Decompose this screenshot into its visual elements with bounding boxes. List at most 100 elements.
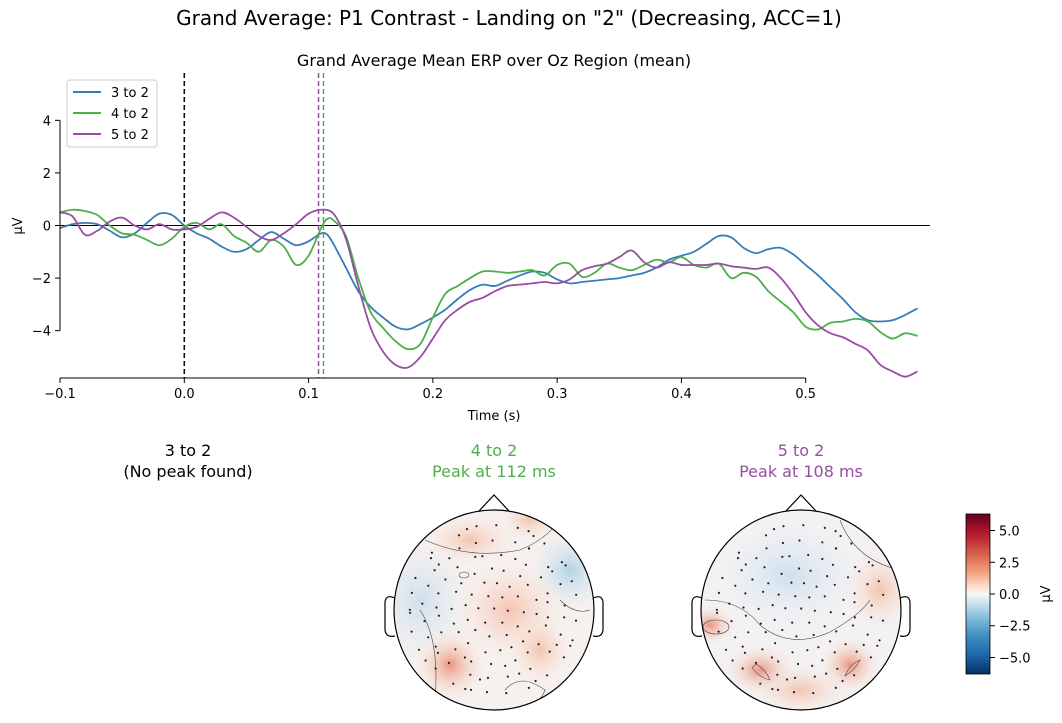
x-tick-label: 0.3 xyxy=(547,387,568,402)
electrode-dot xyxy=(527,547,531,550)
electrode-dot xyxy=(741,667,744,670)
electrode-dot xyxy=(829,640,832,643)
electrode-dot xyxy=(755,557,758,560)
electrode-dot xyxy=(467,642,470,645)
electrode-dot xyxy=(448,557,451,560)
electrode-dot xyxy=(747,631,750,634)
electrode-dot xyxy=(465,528,469,531)
electrode-dot xyxy=(767,582,770,585)
electrode-dot xyxy=(870,604,873,607)
topomap-titles: 3 to 2 (No peak found) 4 to 2 Peak at 11… xyxy=(123,441,863,481)
erp-legend: 3 to 2 4 to 2 5 to 2 xyxy=(66,79,158,148)
colorbar-label: µV xyxy=(1039,585,1054,602)
electrode-dot xyxy=(823,526,826,530)
electrode-dot xyxy=(728,602,731,605)
electrode-dot xyxy=(546,592,549,595)
electrode-dot xyxy=(785,678,789,681)
electrode-dot xyxy=(543,542,546,545)
electrode-dot xyxy=(855,650,858,653)
electrode-dot xyxy=(444,578,447,581)
electrode-dot xyxy=(841,679,844,683)
electrode-dot xyxy=(474,628,477,632)
electrode-dot xyxy=(487,595,490,598)
electrode-dot xyxy=(574,619,578,622)
electrode-dot xyxy=(757,607,760,611)
electrode-dot xyxy=(802,582,806,585)
colorbar-tick-label: −5.0 xyxy=(999,651,1031,666)
electrode-dot xyxy=(516,526,519,530)
x-tick-label: 0.4 xyxy=(671,387,692,402)
electrode-dot xyxy=(717,591,721,595)
electrode-dot xyxy=(440,631,443,634)
electrode-dot xyxy=(546,616,550,619)
electrode-dot xyxy=(488,635,491,638)
electrode-dot xyxy=(433,569,436,572)
erp-line-chart: Grand Average Mean ERP over Oz Region (m… xyxy=(11,51,930,424)
electrode-dot xyxy=(458,547,461,550)
electrode-dot xyxy=(575,593,578,596)
electrode-dot xyxy=(839,534,842,538)
electrode-dot xyxy=(800,607,803,610)
electrode-dot xyxy=(544,624,548,627)
electrode-dot xyxy=(853,616,857,619)
y-tick-label: −2 xyxy=(32,272,51,287)
colorbar-tick-label: 0.0 xyxy=(999,588,1020,603)
x-tick-label: 0.1 xyxy=(298,387,319,402)
electrode-dot xyxy=(522,611,525,614)
head-outline-icon xyxy=(393,509,595,711)
electrode-dot xyxy=(734,636,737,639)
head-right-ear-icon xyxy=(899,596,911,637)
electrode-dot xyxy=(821,541,824,544)
x-tick-label: 0.5 xyxy=(795,387,816,402)
electrode-dot xyxy=(560,561,564,564)
electrode-dot xyxy=(452,622,455,625)
electrode-dot xyxy=(815,585,818,588)
electrode-dot xyxy=(809,569,812,572)
electrode-dot xyxy=(817,646,820,649)
electrode-dot xyxy=(548,650,551,653)
electrode-dot xyxy=(546,674,549,677)
electrode-dot xyxy=(854,566,857,569)
legend-label-2: 4 to 2 xyxy=(111,107,149,122)
electrode-dot xyxy=(477,607,480,610)
colorbar-tick-label: 2.5 xyxy=(999,556,1020,571)
topomap-2-subtitle: Peak at 112 ms xyxy=(432,462,556,481)
colorbar-tick-label: −2.5 xyxy=(999,620,1031,635)
electrode-dot xyxy=(853,674,856,677)
topomap-1-subtitle: (No peak found) xyxy=(123,462,252,481)
head-right-ear-icon xyxy=(592,596,604,637)
electrode-dot xyxy=(721,576,724,580)
electrode-dot xyxy=(534,679,537,683)
electrode-dot xyxy=(417,648,421,651)
electrode-dot xyxy=(537,643,540,646)
electrode-dot xyxy=(717,630,720,633)
electrode-dot xyxy=(862,643,865,647)
electrode-dot xyxy=(506,675,509,678)
electrode-dot xyxy=(834,686,837,690)
electrode-dot xyxy=(751,578,754,581)
electrode-dot xyxy=(514,541,517,544)
electrode-dot xyxy=(484,621,487,624)
electrode-dot xyxy=(571,639,574,642)
electrode-dot xyxy=(851,624,855,627)
electrode-dot xyxy=(774,642,777,645)
electrode-dot xyxy=(878,639,881,642)
electrode-dot xyxy=(867,561,871,564)
electrode-dot xyxy=(559,633,562,636)
electrode-dot xyxy=(823,595,826,598)
y-tick-label: 4 xyxy=(43,114,51,129)
electrode-dot xyxy=(795,635,798,638)
electrode-dot xyxy=(836,667,839,670)
electrode-dot xyxy=(777,593,780,596)
electrode-dot xyxy=(744,563,747,566)
x-tick-label: 0.0 xyxy=(174,387,195,402)
topomap-field xyxy=(394,510,594,710)
electrode-dot xyxy=(871,564,874,567)
electrode-dot xyxy=(826,575,829,578)
electrode-dot xyxy=(427,584,430,587)
electrode-dot xyxy=(793,676,797,680)
electrode-dot xyxy=(516,595,519,598)
electrode-dot xyxy=(423,620,426,623)
electrode-dot xyxy=(797,567,801,570)
electrode-dot xyxy=(421,602,424,605)
